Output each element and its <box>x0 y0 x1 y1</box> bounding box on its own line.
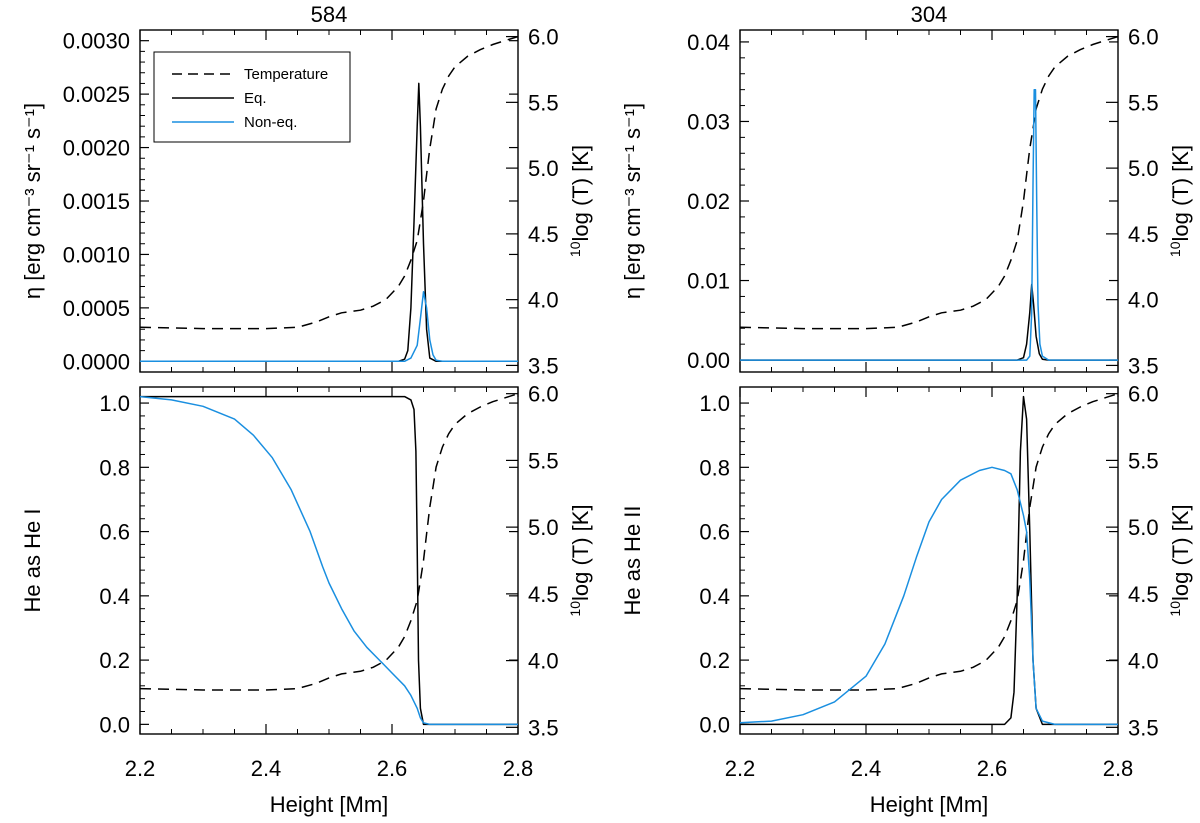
temp-tick-label: 4.5 <box>528 222 559 247</box>
temp-tick-label: 5.5 <box>1128 90 1159 115</box>
temp-tick-label: 3.5 <box>528 715 559 740</box>
curves <box>740 35 1118 361</box>
temp-tick-label: 5.0 <box>528 156 559 181</box>
panel-top-left: 584 0.0000 0.0005 0.0010 0.0015 0.0020 0.0025 0… <box>20 2 593 378</box>
y-tick-label: 0.2 <box>99 648 130 673</box>
y-tick-label: 0.2 <box>699 648 730 673</box>
temp-tick-label: 4.5 <box>1128 582 1159 607</box>
temp-tick-label: 6.0 <box>528 382 559 407</box>
y-axis-label: η [erg cm⁻³ sr⁻¹ s⁻¹] <box>620 103 645 299</box>
temp-tick-label: 3.5 <box>1128 715 1159 740</box>
series-eq <box>140 82 518 363</box>
y-tick-label: 0.00 <box>687 348 730 373</box>
series-noneq <box>740 88 1118 361</box>
series-eq <box>740 283 1118 361</box>
temp-axis-label: 10log (T) [K] <box>1167 504 1193 616</box>
series-temperature <box>140 392 518 691</box>
x-axis-label: Height [Mm] <box>870 792 989 817</box>
legend: Temperature Eq. Non-eq. <box>153 51 351 143</box>
series-temperature <box>740 35 1118 330</box>
y-tick-label: 0.04 <box>687 30 730 55</box>
legend-box <box>153 51 351 143</box>
y-tick-label: 0.0030 <box>63 29 130 54</box>
x-tick-label: 2.8 <box>1103 756 1134 781</box>
series-noneq <box>140 395 518 726</box>
temp-tick-label: 5.0 <box>528 515 559 540</box>
y-axis-label: η [erg cm⁻³ sr⁻¹ s⁻¹] <box>20 103 45 299</box>
plot-frame <box>739 29 1119 373</box>
y-tick-label: 0.0015 <box>63 189 130 214</box>
panel-title: 584 <box>311 2 348 27</box>
legend-label: Eq. <box>244 90 267 107</box>
temp-tick-label: 3.5 <box>528 353 559 378</box>
temp-tick-label: 5.5 <box>528 448 559 473</box>
y-tick-label: 1.0 <box>699 391 730 416</box>
temp-tick-label: 4.0 <box>1128 288 1159 313</box>
y-tick-label: 0.8 <box>99 455 130 480</box>
panel-top-right: 304 0.00 0.01 0.02 0.03 0.04 3.5 4.0 4.5 5.0 5.5 6.… <box>620 2 1193 378</box>
x-tick-label: 2.2 <box>125 756 156 781</box>
y-tick-label: 0.8 <box>699 455 730 480</box>
y-tick-label: 0.0 <box>699 712 730 737</box>
y-axis-label: He as He I <box>20 509 45 613</box>
series-eq <box>140 395 518 726</box>
panel-title: 304 <box>911 2 948 27</box>
y-tick-label: 0.4 <box>699 584 730 609</box>
series-temperature <box>740 392 1118 691</box>
y-tick-label: 0.0025 <box>63 82 130 107</box>
curves <box>740 392 1118 726</box>
x-tick-label: 2.8 <box>503 756 534 781</box>
temp-tick-label: 5.5 <box>528 90 559 115</box>
y-tick-label: 0.01 <box>687 269 730 294</box>
y-tick-label: 0.0005 <box>63 296 130 321</box>
series-noneq <box>140 291 518 363</box>
series-noneq <box>740 466 1118 726</box>
y-tick-label: 0.02 <box>687 189 730 214</box>
y-tick-label: 1.0 <box>99 391 130 416</box>
x-tick-label: 2.4 <box>851 756 882 781</box>
plot-frame <box>139 386 519 735</box>
temp-tick-label: 3.5 <box>1128 353 1159 378</box>
y-tick-label: 0.0010 <box>63 242 130 267</box>
temp-tick-label: 4.0 <box>528 649 559 674</box>
curves <box>140 392 518 726</box>
temp-axis-label: 10log (T) [K] <box>567 145 593 257</box>
panel-bottom-right: 0.0 0.2 0.4 0.6 0.8 1.0 3.5 4.0 4.5 5.0 5.5 6.0 2.2 2… <box>620 382 1193 817</box>
y-tick-label: 0.6 <box>699 520 730 545</box>
x-tick-label: 2.6 <box>977 756 1008 781</box>
temp-tick-label: 4.0 <box>1128 649 1159 674</box>
temp-tick-label: 5.5 <box>1128 448 1159 473</box>
temp-tick-label: 6.0 <box>1128 25 1159 50</box>
x-axis-label: Height [Mm] <box>270 792 389 817</box>
temp-tick-label: 5.0 <box>1128 156 1159 181</box>
y-tick-label: 0.03 <box>687 109 730 134</box>
temp-tick-label: 4.0 <box>528 288 559 313</box>
temp-tick-label: 4.5 <box>1128 222 1159 247</box>
temp-axis-label: 10log (T) [K] <box>1167 145 1193 257</box>
x-tick-label: 2.2 <box>725 756 756 781</box>
temp-axis-label: 10log (T) [K] <box>567 504 593 616</box>
plot-frame <box>739 386 1119 735</box>
curves <box>140 35 518 363</box>
panel-bottom-left: 0.0 0.2 0.4 0.6 0.8 1.0 3.5 4.0 4.5 5.0 5.5 6.0 2.2 2… <box>20 382 593 817</box>
y-tick-label: 0.4 <box>99 584 130 609</box>
y-axis-label: He as He II <box>620 505 645 615</box>
temp-tick-label: 6.0 <box>528 25 559 50</box>
temp-tick-label: 6.0 <box>1128 382 1159 407</box>
series-temperature <box>140 35 518 330</box>
legend-label: Non-eq. <box>244 114 297 131</box>
x-tick-label: 2.4 <box>251 756 282 781</box>
x-tick-label: 2.6 <box>377 756 408 781</box>
y-tick-label: 0.0 <box>99 712 130 737</box>
y-tick-label: 0.0020 <box>63 136 130 161</box>
y-tick-label: 0.6 <box>99 520 130 545</box>
temp-tick-label: 4.5 <box>528 582 559 607</box>
legend-label: Temperature <box>244 66 328 83</box>
series-eq <box>740 395 1118 726</box>
y-tick-label: 0.0000 <box>63 349 130 374</box>
temp-tick-label: 5.0 <box>1128 515 1159 540</box>
